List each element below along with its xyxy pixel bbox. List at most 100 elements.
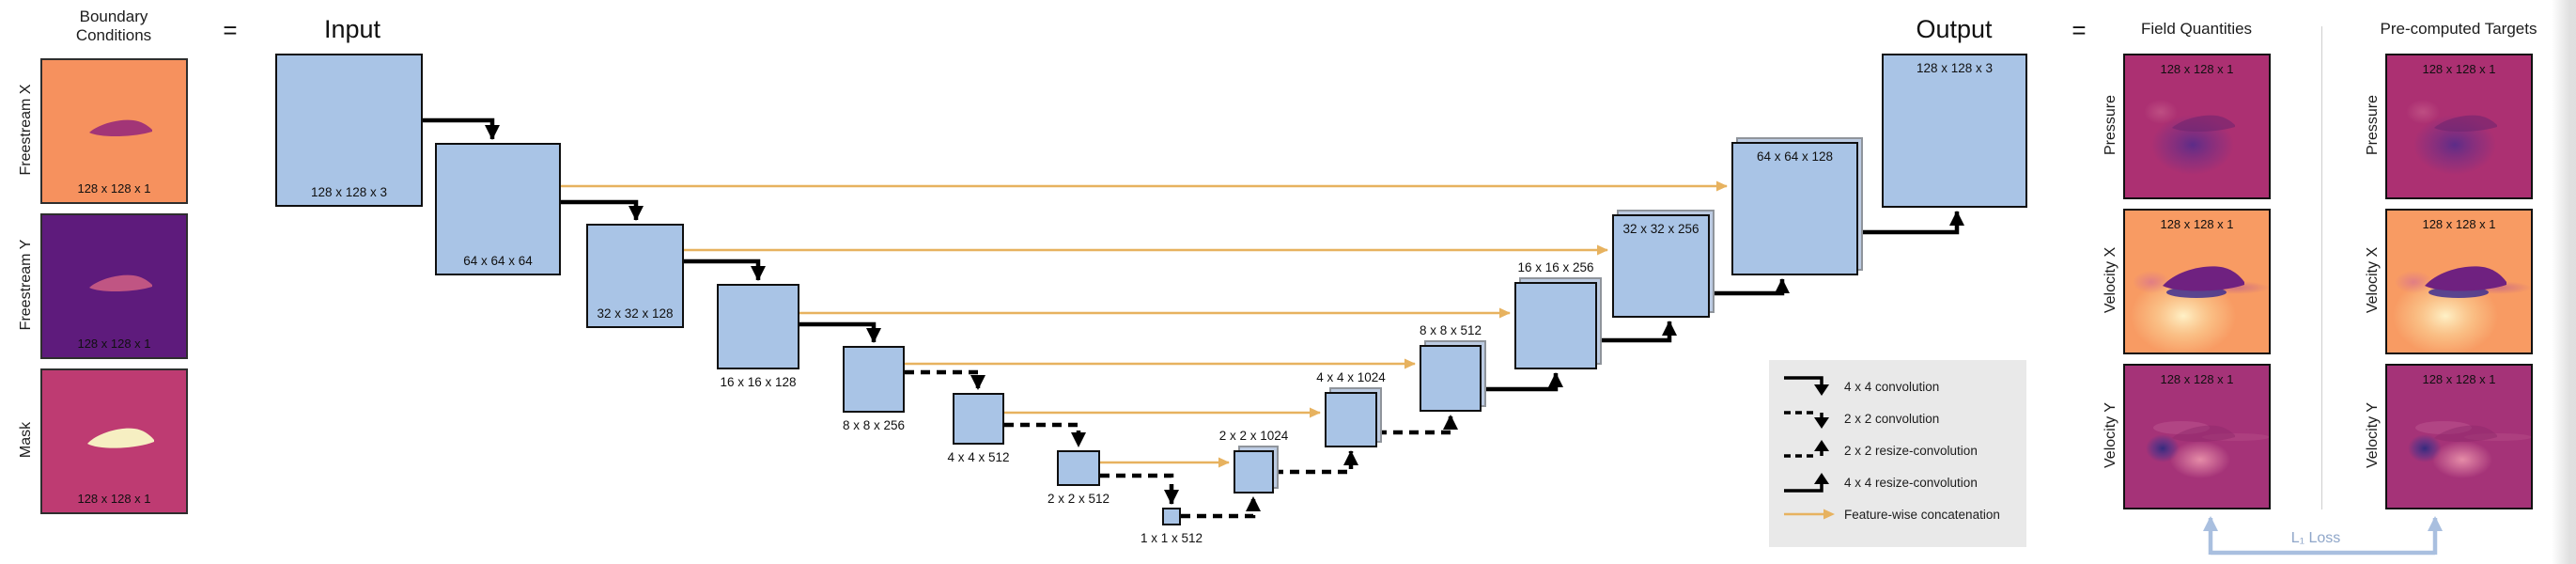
box-dims-label: 8 x 8 x 256 [842,418,906,432]
unet-box-enc-16x16x128: 16 x 16 x 128 [717,284,799,389]
mask-label: Mask [18,421,34,459]
legend-2x2-convolution-icon [1784,411,1829,429]
field-velocity-x-label: Velocity X [2103,246,2118,314]
box-dims-label: 1 x 1 x 512 [1140,531,1203,545]
field-quantities-title: Field Quantities [2140,20,2253,38]
unet-box-dec-8x8x512: 8 x 8 x 512 [1420,323,1486,412]
box-dims-label: 64 x 64 x 64 [463,254,533,268]
airfoil-shape [2434,425,2497,443]
conv-2x2-arrows [905,369,1179,505]
unet-box-dec-16x16x256: 16 x 16 x 256 [1514,260,1602,369]
legend-item-feature-wise-concatenation: Feature-wise concatenation [1782,498,2026,530]
airfoil-shape [2172,115,2235,133]
box-dims-label: 4 x 4 x 512 [947,450,1010,464]
box-dims-label: 32 x 32 x 256 [1622,222,1699,236]
unet-box-enc-32x32x128: 32 x 32 x 128 [586,224,684,328]
legend-item-label: Feature-wise concatenation [1844,507,2000,522]
unet-box-dec-32x32x256: 32 x 32 x 256 [1612,210,1715,318]
freestream-y-image: 128 x 128 x 1 [40,213,188,359]
box-dims-label: 8 x 8 x 512 [1419,323,1482,337]
freestream-x-graphic [42,60,186,202]
image-dims-label: 128 x 128 x 1 [2160,217,2234,231]
unet-box-dec-4x4x1024: 4 x 4 x 1024 [1316,370,1386,447]
box-dims-label: 64 x 64 x 128 [1756,149,1834,164]
mask-graphic [42,370,186,512]
image-dims-label: 128 x 128 x 1 [2422,62,2496,76]
mask-image: 128 x 128 x 1 [40,368,188,514]
input-title: Input [323,15,381,43]
legend-item-label: 2 x 2 resize-convolution [1844,443,1978,458]
unet-box-enc-64x64x64: 64 x 64 x 64 [435,143,561,275]
box-dims-label: 4 x 4 x 1024 [1316,370,1386,384]
legend-4x4-resize-convolution-icon [1784,473,1829,493]
legend-item-label: 4 x 4 resize-convolution [1844,475,1978,490]
unet-box-enc-8x8x256: 8 x 8 x 256 [843,346,905,432]
field-pressure-image: 128 x 128 x 1 [2123,54,2271,199]
image-dims-label: 128 x 128 x 1 [2422,372,2496,386]
boundary-conditions-title: Boundary Conditions [75,8,152,44]
airfoil-shape [89,119,152,137]
airfoil-shape [87,428,154,448]
box-dims-label: 128 x 128 x 3 [310,185,388,199]
legend: 4 x 4 convolution 2 x 2 convolution 2 x … [1769,360,2026,547]
freestream-y-label: Freestream Y [18,239,34,331]
field-velocity-x-graphic [2125,211,2269,352]
image-dims-label: 128 x 128 x 1 [77,181,151,196]
airfoil-shape [2434,115,2497,133]
field-velocity-x-image: 128 x 128 x 1 [2123,209,2271,354]
target-velocity-x-graphic [2387,211,2531,352]
target-velocity-x-image: 128 x 128 x 1 [2385,209,2533,354]
legend-item-2x2-convolution: 2 x 2 convolution [1782,402,2026,434]
image-dims-label: 128 x 128 x 1 [77,492,151,506]
box-dims-label: 2 x 2 x 512 [1047,492,1110,506]
field-pressure-label: Pressure [2103,94,2118,156]
page-edge-shade [2552,0,2576,564]
airfoil-shape [2425,266,2506,291]
target-velocity-y-image: 128 x 128 x 1 [2385,364,2533,509]
legend-feature-concatenation-icon [1784,509,1835,520]
l1-loss-label: L₁ Loss [2290,530,2341,546]
precomputed-targets-title: Pre-computed Targets [2380,20,2537,38]
equals-sign-right: = [2072,16,2087,44]
airfoil-shape [89,274,152,292]
legend-item-4x4-resize-convolution: 4 x 4 resize-convolution [1782,466,2026,498]
unet-box-enc-4x4x512: 4 x 4 x 512 [947,393,1010,464]
target-velocity-x-label: Velocity X [2365,246,2381,314]
image-dims-label: 128 x 128 x 1 [2160,372,2234,386]
box-dims-label: 16 x 16 x 256 [1517,260,1594,274]
field-velocity-y-image: 128 x 128 x 1 [2123,364,2271,509]
field-velocity-y-graphic [2125,366,2269,508]
unet-box-output-128x128x3: 128 x 128 x 3 [1882,54,2027,208]
column-divider [2321,26,2322,509]
target-velocity-y-label: Velocity Y [2365,402,2381,468]
image-dims-label: 128 x 128 x 1 [2422,217,2496,231]
field-velocity-y-label: Velocity Y [2103,402,2118,468]
image-dims-label: 128 x 128 x 1 [2160,62,2234,76]
unet-box-input-128x128x3: 128 x 128 x 3 [275,54,423,207]
legend-4x4-convolution-icon [1784,376,1829,396]
output-title: Output [1916,15,1993,43]
field-pressure-graphic [2125,55,2269,197]
target-pressure-image: 128 x 128 x 1 [2385,54,2533,199]
unet-box-dec-2x2x1024: 2 x 2 x 1024 [1219,429,1288,494]
unet-box-dec-64x64x128: 64 x 64 x 128 [1731,137,1863,275]
box-dims-label: 32 x 32 x 128 [597,306,674,321]
unet-box-bottleneck-1x1x512: 1 x 1 x 512 [1141,508,1203,545]
equals-sign-left: = [223,16,238,44]
target-velocity-y-graphic [2387,366,2531,508]
target-pressure-label: Pressure [2365,94,2381,156]
legend-item-label: 2 x 2 convolution [1844,411,1940,426]
box-dims-label: 128 x 128 x 3 [1916,61,1994,75]
legend-2x2-resize-convolution-icon [1784,440,1829,458]
target-pressure-graphic [2387,55,2531,197]
legend-item-label: 4 x 4 convolution [1844,379,1940,394]
freestream-x-label: Freestream X [18,84,34,176]
image-dims-label: 128 x 128 x 1 [77,337,151,351]
freestream-y-graphic [42,215,186,357]
legend-item-2x2-resize-convolution: 2 x 2 resize-convolution [1782,434,2026,466]
box-dims-label: 16 x 16 x 128 [720,375,797,389]
box-dims-label: 2 x 2 x 1024 [1218,429,1289,443]
airfoil-shape [2172,425,2235,443]
unet-box-enc-2x2x512: 2 x 2 x 512 [1047,450,1110,506]
